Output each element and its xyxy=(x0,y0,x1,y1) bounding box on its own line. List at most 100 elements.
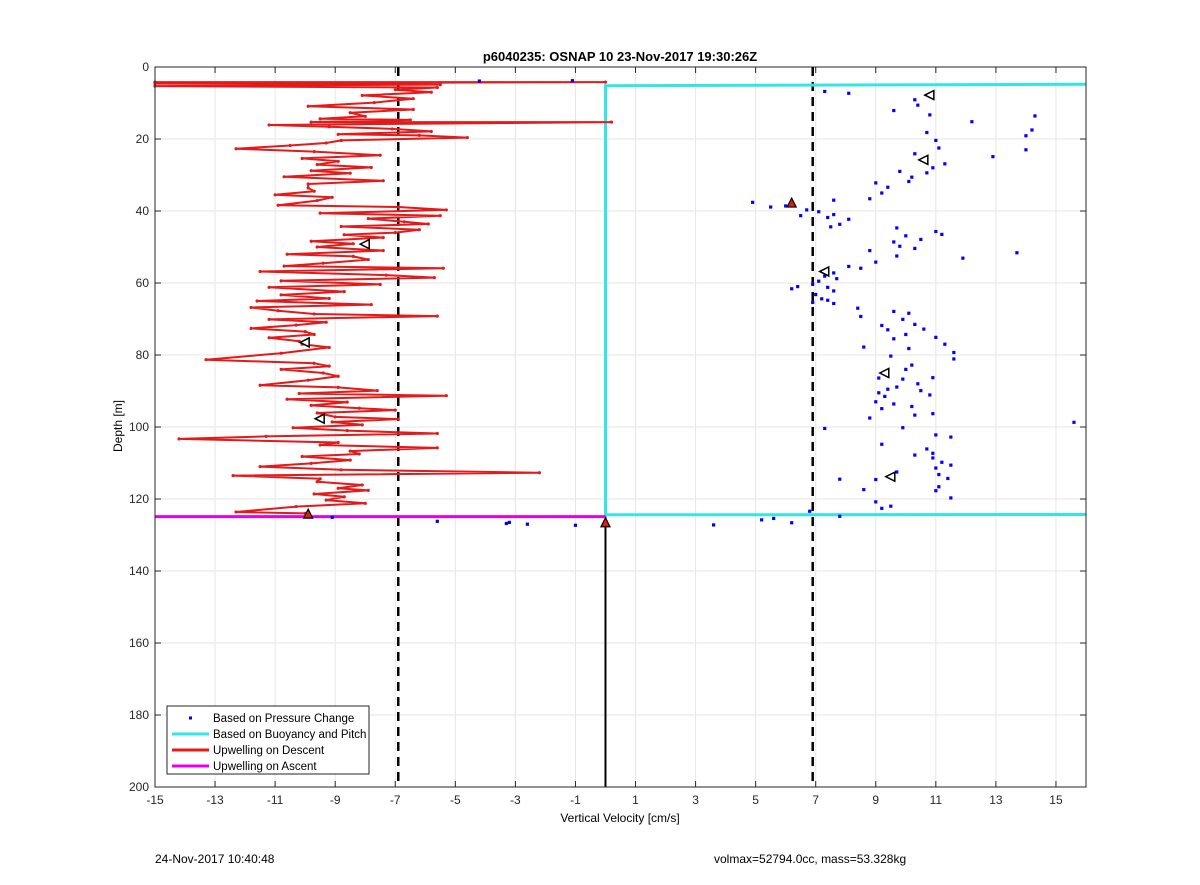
descent-point xyxy=(366,258,370,262)
open-triangle-marker xyxy=(818,265,830,278)
legend-label: Based on Pressure Change xyxy=(213,713,354,725)
pressure-change-point xyxy=(919,237,923,242)
descent-point xyxy=(438,214,442,218)
descent-point xyxy=(282,175,286,179)
pressure-change-point xyxy=(946,476,950,481)
pressure-change-point xyxy=(886,185,890,189)
x-tick-label: -15 xyxy=(146,793,164,807)
pressure-change-point xyxy=(868,249,872,253)
pressure-change-point xyxy=(913,413,917,417)
descent-point xyxy=(378,282,382,287)
descent-point xyxy=(444,394,448,398)
pressure-change-point xyxy=(760,518,764,522)
pressure-change-point xyxy=(895,254,899,258)
pressure-change-point xyxy=(952,350,956,355)
pressure-change-point xyxy=(1024,134,1028,138)
pressure-change-point xyxy=(826,285,830,289)
y-axis-label: Depth [m] xyxy=(111,400,125,452)
descent-point xyxy=(444,208,448,212)
pressure-change-point xyxy=(573,523,578,527)
descent-point xyxy=(306,182,310,186)
descent-point xyxy=(312,312,316,316)
y-tick-label: 80 xyxy=(136,348,150,362)
descent-point xyxy=(429,129,433,134)
footer-timestamp: 24-Nov-2017 10:40:48 xyxy=(155,852,275,866)
pressure-change-point xyxy=(892,337,896,341)
descent-point xyxy=(402,220,406,224)
descent-point xyxy=(279,351,283,355)
descent-point xyxy=(312,332,316,337)
footer-volmax-mass: volmax=52794.0cc, mass=53.328kg xyxy=(714,852,907,866)
x-tick-label: 3 xyxy=(692,793,699,807)
descent-point xyxy=(306,186,310,190)
descent-point xyxy=(324,320,328,324)
descent-point xyxy=(315,162,319,167)
pressure-change-point xyxy=(904,234,908,238)
pressure-change-point xyxy=(829,225,833,229)
pressure-change-point xyxy=(901,377,905,381)
descent-point xyxy=(324,498,328,502)
pressure-change-point xyxy=(895,226,899,230)
pressure-change-point xyxy=(823,426,827,431)
pressure-change-point xyxy=(901,426,905,430)
descent-point xyxy=(390,127,394,131)
pressure-change-point xyxy=(892,108,896,113)
pressure-change-point xyxy=(934,433,938,437)
pressure-change-point xyxy=(874,181,878,185)
descent-point xyxy=(315,480,319,484)
descent-point xyxy=(417,228,421,232)
x-tick-label: 5 xyxy=(752,793,759,807)
pressure-change-point xyxy=(880,407,884,411)
descent-point xyxy=(432,276,436,280)
pressure-change-point xyxy=(910,404,914,409)
descent-point xyxy=(330,195,334,199)
pressure-change-point xyxy=(931,412,935,416)
pressure-change-point xyxy=(931,166,935,170)
pressure-change-point xyxy=(943,162,947,166)
pressure-change-point xyxy=(525,522,529,526)
x-tick-label: -9 xyxy=(330,793,341,807)
x-tick-label: -1 xyxy=(570,793,581,807)
pressure-change-point xyxy=(892,240,896,244)
pressure-change-point xyxy=(507,520,511,524)
descent-point xyxy=(273,193,277,197)
descent-point xyxy=(300,156,304,161)
pressure-change-point xyxy=(856,306,860,310)
descent-point xyxy=(321,371,325,375)
pressure-change-point xyxy=(811,300,815,305)
pressure-change-point xyxy=(880,506,884,510)
open-triangle-marker xyxy=(313,413,325,425)
x-tick-label: 7 xyxy=(812,793,819,807)
pressure-change-point xyxy=(826,298,830,302)
descent-point xyxy=(177,437,181,441)
descent-point xyxy=(366,216,370,221)
descent-point xyxy=(393,231,397,235)
pressure-change-point xyxy=(874,400,878,404)
pressure-change-point xyxy=(937,472,941,477)
y-tick-label: 180 xyxy=(129,708,149,722)
descent-point xyxy=(372,101,376,105)
pressure-change-point xyxy=(910,363,914,367)
pressure-change-point xyxy=(859,266,863,270)
pressure-change-point xyxy=(943,342,947,346)
descent-point xyxy=(348,171,352,175)
pressure-change-point xyxy=(940,232,944,236)
descent-point xyxy=(327,296,331,301)
descent-point xyxy=(378,153,382,157)
descent-point xyxy=(381,236,385,240)
legend-label: Based on Buoyancy and Pitch xyxy=(213,729,366,741)
descent-point xyxy=(336,486,340,490)
pressure-change-point xyxy=(570,79,575,83)
pressure-change-point xyxy=(796,285,800,289)
pressure-change-point xyxy=(832,301,836,306)
pressure-change-point xyxy=(904,367,908,371)
plot-frame xyxy=(154,66,1087,788)
open-triangle-marker xyxy=(878,367,890,379)
x-tick-label: -3 xyxy=(510,793,521,807)
pressure-change-point xyxy=(925,171,929,175)
pressure-change-point xyxy=(940,460,944,464)
pressure-change-point xyxy=(892,402,896,406)
pressure-change-point xyxy=(862,345,866,349)
pressure-change-point xyxy=(769,205,773,209)
pressure-change-point xyxy=(874,260,878,264)
